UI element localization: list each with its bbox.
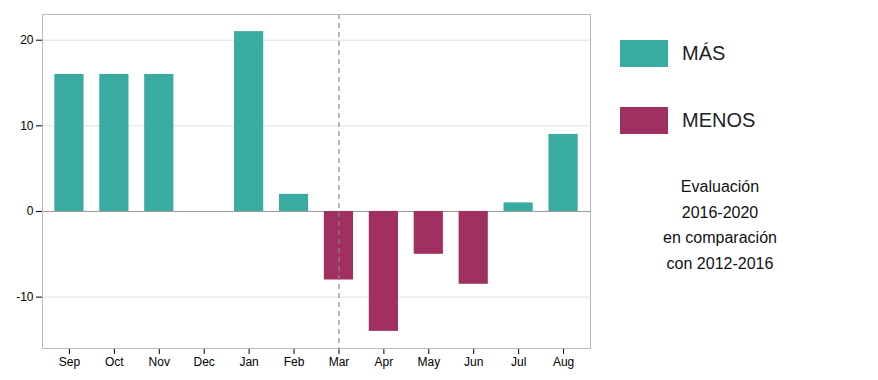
svg-text:Jan: Jan <box>239 355 258 369</box>
svg-text:Feb: Feb <box>284 355 305 369</box>
svg-text:Sep: Sep <box>59 355 81 369</box>
svg-text:Dec: Dec <box>194 355 215 369</box>
svg-text:Jun: Jun <box>464 355 483 369</box>
svg-text:0: 0 <box>27 204 34 218</box>
svg-text:May: May <box>417 355 440 369</box>
svg-text:Jul: Jul <box>511 355 526 369</box>
svg-text:Aug: Aug <box>553 355 574 369</box>
html-text:Evaluación 2016-2020 en compar: Evaluación 2016-2020 en comparación con … <box>663 178 777 272</box>
svg-text:10: 10 <box>20 119 34 133</box>
html-text:MENOS: MENOS <box>682 109 756 131</box>
svg-text:Mar: Mar <box>329 355 350 369</box>
svg-text:Nov: Nov <box>149 355 170 369</box>
svg-text:Apr: Apr <box>375 355 394 369</box>
html-text:MÁS: MÁS <box>682 42 726 64</box>
svg-text:20: 20 <box>20 33 34 47</box>
svg-text:-10: -10 <box>16 290 34 304</box>
svg-text:Oct: Oct <box>105 355 124 369</box>
